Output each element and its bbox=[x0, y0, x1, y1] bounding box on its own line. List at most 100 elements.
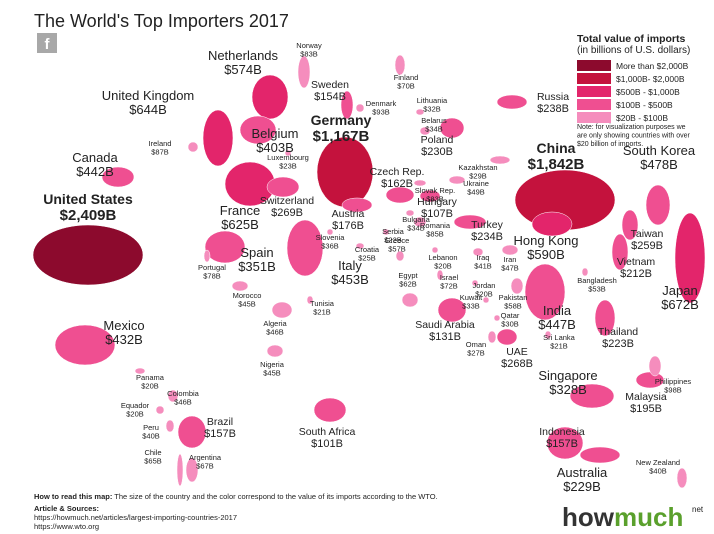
facebook-letter[interactable]: f bbox=[45, 36, 51, 53]
country-shape bbox=[187, 141, 199, 153]
country-name: Belgium bbox=[252, 126, 299, 141]
country-name: Turkey bbox=[471, 219, 503, 231]
how-to-read-text: The size of the country and the color co… bbox=[114, 492, 437, 501]
country-value: $34B bbox=[425, 125, 443, 134]
country-value: $644B bbox=[129, 102, 167, 117]
country-name: Saudi Arabia bbox=[415, 319, 475, 331]
country-name: Algeria bbox=[263, 319, 287, 328]
country-shape bbox=[134, 367, 146, 375]
country-shape bbox=[204, 230, 246, 264]
country-shape bbox=[306, 295, 314, 305]
country-name: India bbox=[543, 303, 572, 318]
country-value: $21B bbox=[550, 342, 568, 351]
facebook-icon[interactable] bbox=[37, 33, 57, 53]
country-shape bbox=[405, 209, 415, 217]
country-shape bbox=[286, 219, 324, 277]
country-shape bbox=[202, 109, 234, 167]
country-name: Czech Rep. bbox=[370, 166, 425, 178]
country-name: Portugal bbox=[198, 263, 226, 272]
country-shape bbox=[284, 149, 292, 157]
country-value: $268B bbox=[501, 358, 533, 370]
country-shape bbox=[439, 117, 465, 139]
country-name: South Korea bbox=[623, 143, 696, 158]
country-value: $625B bbox=[221, 217, 259, 232]
country-name: Israel bbox=[440, 273, 459, 282]
country-name: Slovak Rep. bbox=[415, 186, 455, 195]
source-link[interactable]: https://howmuch.net/articles/largest-imp… bbox=[34, 513, 237, 522]
country-name: Iran bbox=[504, 255, 517, 264]
country-shape bbox=[239, 115, 277, 145]
country-value: $67B bbox=[196, 462, 214, 471]
country-shape bbox=[326, 228, 334, 236]
country-name: Belarus bbox=[421, 116, 447, 125]
country-name: Ukraine bbox=[463, 179, 489, 188]
legend-title: Total value of imports bbox=[577, 33, 685, 45]
country-shape bbox=[448, 175, 466, 185]
country-name: Nigeria bbox=[260, 360, 285, 369]
country-shape bbox=[297, 55, 311, 89]
country-value: $453B bbox=[331, 272, 369, 287]
country-value: $20B bbox=[434, 262, 452, 271]
source-link[interactable]: https://www.wto.org bbox=[34, 522, 99, 531]
country-shape bbox=[436, 269, 444, 281]
country-value: $40B bbox=[142, 432, 160, 441]
country-name: Mexico bbox=[103, 318, 144, 333]
country-name: Peru bbox=[143, 423, 159, 432]
country-value: $574B bbox=[224, 62, 262, 77]
country-name: Norway bbox=[296, 41, 322, 50]
country-name: Russia bbox=[537, 91, 569, 103]
logo-suffix: net bbox=[692, 505, 704, 514]
country-value: $328B bbox=[549, 382, 587, 397]
country-value: $33B bbox=[462, 302, 480, 311]
country-value: $131B bbox=[429, 331, 461, 343]
country-value: $93B bbox=[372, 108, 390, 117]
country-name: Philippines bbox=[655, 377, 692, 386]
country-name: Slovenia bbox=[316, 233, 346, 242]
country-name: Qatar bbox=[501, 311, 520, 320]
country-name: Chile bbox=[144, 448, 161, 457]
country-name: Taiwan bbox=[631, 228, 664, 240]
country-value: $36B bbox=[321, 242, 339, 251]
country-name: New Zealand bbox=[636, 458, 680, 467]
country-value: $432B bbox=[105, 332, 143, 347]
country-value: $46B bbox=[174, 398, 192, 407]
country-shape bbox=[621, 209, 639, 241]
country-shape bbox=[437, 297, 467, 323]
country-shape bbox=[489, 155, 511, 165]
legend-swatch bbox=[577, 112, 611, 123]
country-shape bbox=[316, 136, 374, 208]
country-name: Indonesia bbox=[539, 426, 585, 438]
country-name: Lebanon bbox=[428, 253, 457, 262]
country-name: Singapore bbox=[538, 368, 597, 383]
country-name: Brazil bbox=[207, 416, 233, 428]
country-value: $176B bbox=[332, 220, 364, 232]
country-name: South Africa bbox=[299, 426, 356, 438]
country-value: $98B bbox=[664, 386, 682, 395]
country-value: $1,842B bbox=[528, 156, 585, 173]
country-value: $230B bbox=[421, 146, 453, 158]
country-name: Morocco bbox=[233, 291, 262, 300]
country-name: Finland bbox=[394, 73, 419, 82]
logo: howmuch bbox=[562, 502, 683, 532]
country-value: $1,167B bbox=[313, 128, 370, 145]
country-shape bbox=[471, 279, 479, 287]
country-shape bbox=[203, 249, 211, 263]
country-name: Sweden bbox=[311, 79, 349, 91]
country-name: Croatia bbox=[355, 245, 380, 254]
country-name: UAE bbox=[506, 346, 528, 358]
legend-label: $20B - $100B bbox=[616, 113, 668, 123]
country-shape bbox=[431, 246, 439, 254]
country-shape bbox=[487, 330, 497, 344]
country-shape bbox=[32, 224, 144, 286]
country-value: $30B bbox=[501, 320, 519, 329]
country-shape bbox=[510, 277, 524, 295]
country-value: $85B bbox=[426, 230, 444, 239]
country-name: Serbia bbox=[382, 227, 405, 236]
country-name: Kuwait bbox=[460, 293, 483, 302]
country-value: $269B bbox=[271, 207, 303, 219]
country-value: $87B bbox=[151, 148, 169, 157]
country-shape bbox=[185, 457, 199, 483]
country-value: $234B bbox=[471, 231, 503, 243]
country-value: $57B bbox=[388, 245, 406, 254]
country-value: $20B bbox=[126, 410, 144, 419]
